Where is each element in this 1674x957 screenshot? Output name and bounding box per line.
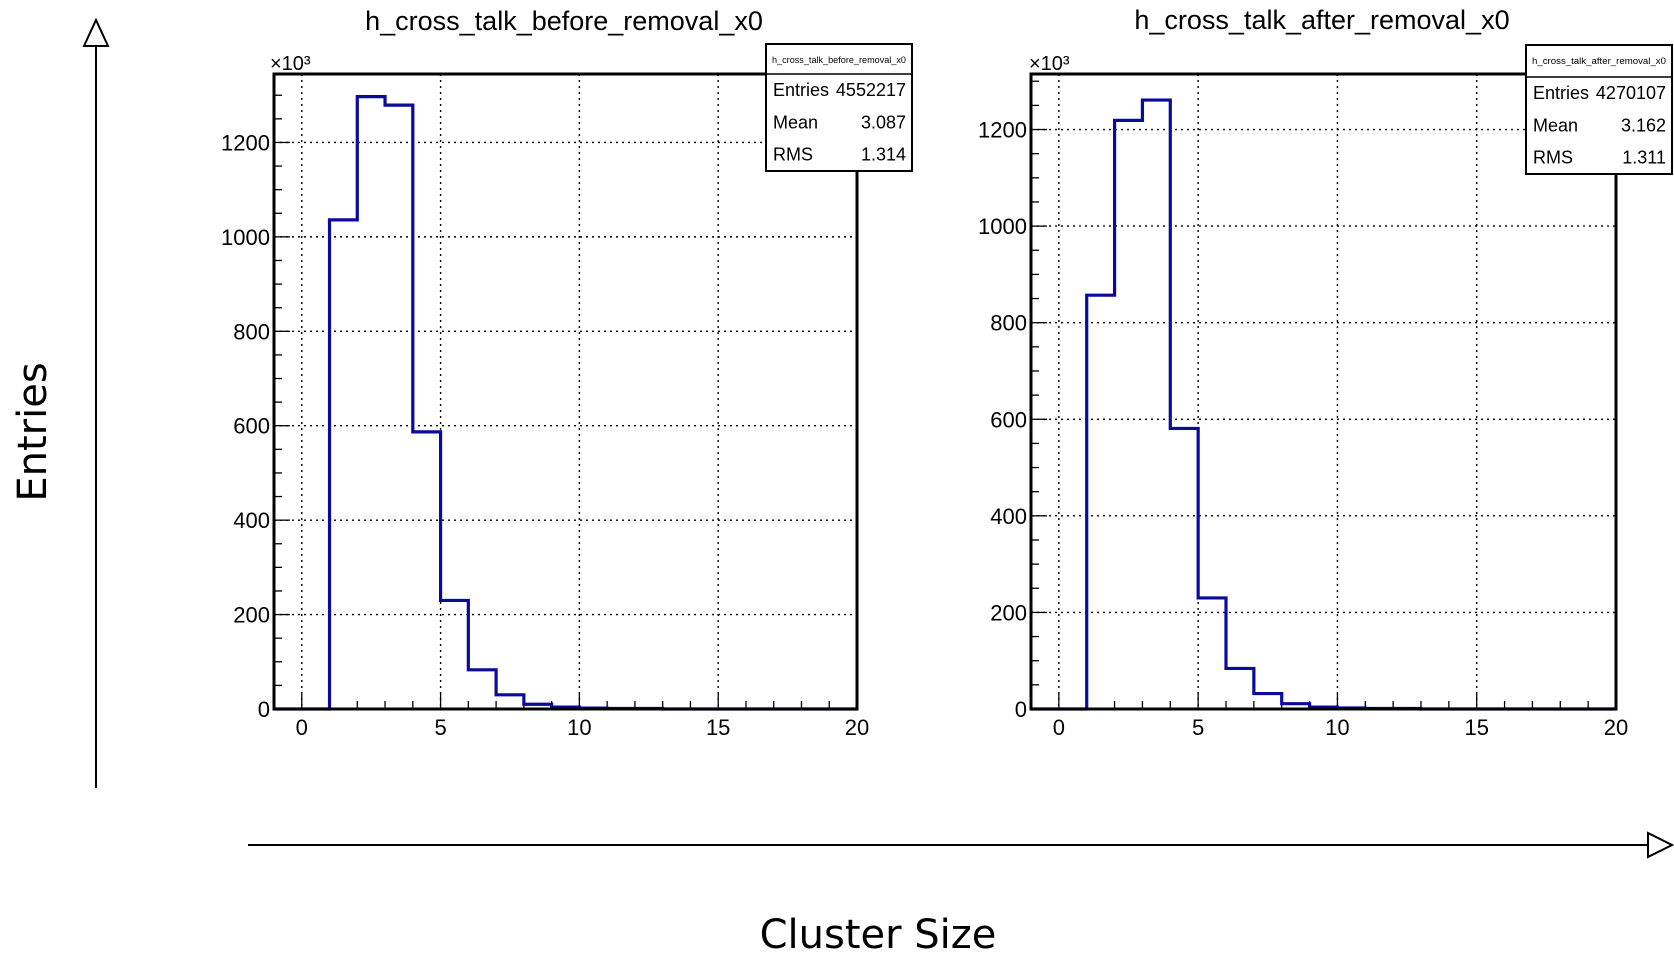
stats-box-frame [1525, 44, 1673, 175]
stats-label: Mean [773, 112, 818, 132]
plot-frame [272, 72, 859, 711]
x-axis-title: Cluster Size [760, 912, 997, 957]
stats-box-name: h_cross_talk_after_removal_x0 [1532, 56, 1666, 66]
x-tick-label: 20 [1604, 715, 1628, 740]
stats-label: RMS [773, 145, 813, 165]
stats-value: 3.087 [861, 112, 906, 132]
histogram-panel-before: h_cross_talk_before_removal_x0 ×10³ 0 5 10 15… [221, 6, 913, 740]
chart-title: h_cross_talk_after_removal_x0 [1134, 5, 1509, 35]
y-tick-label: 600 [990, 407, 1027, 432]
y-tick-label: 200 [990, 600, 1027, 625]
x-tick-label: 15 [1464, 715, 1488, 740]
y-tick-label: 800 [233, 319, 270, 344]
y-tick-label: 400 [233, 508, 270, 533]
y-tick-label: 800 [990, 311, 1027, 336]
histogram-panel-after: h_cross_talk_after_removal_x0 ×10³ 0 5 10 15 2… [978, 5, 1673, 740]
x-tick-label: 20 [845, 715, 869, 740]
stats-label: Entries [1533, 83, 1589, 103]
chart-title: h_cross_talk_before_removal_x0 [365, 6, 763, 36]
y-axis-arrow [82, 17, 110, 788]
y-tick-label: 400 [990, 504, 1027, 529]
stats-value: 4552217 [836, 80, 906, 100]
axis-multiplier: ×10³ [270, 53, 311, 75]
x-tick-label: 10 [567, 715, 591, 740]
x-axis-arrow [248, 831, 1674, 859]
stats-box-name: h_cross_talk_before_removal_x0 [772, 55, 906, 65]
stats-box-frame [765, 43, 913, 172]
x-tick-label: 5 [434, 715, 446, 740]
histogram-line [274, 95, 857, 711]
y-tick-label: 200 [233, 603, 270, 628]
x-tick-label: 0 [296, 715, 308, 740]
x-tick-label: 0 [1053, 715, 1065, 740]
stats-value: 1.311 [1622, 148, 1666, 168]
x-tick-label: 10 [1325, 715, 1349, 740]
x-tick-label: 5 [1192, 715, 1204, 740]
y-tick-label: 1200 [221, 130, 270, 155]
stats-box: h_cross_talk_before_removal_x0 Entries 455… [765, 43, 913, 172]
y-axis-title: Entries [10, 362, 56, 501]
y-tick-label: 1000 [221, 225, 270, 250]
y-tick-label: 1000 [978, 214, 1027, 239]
stats-value: 3.162 [1621, 115, 1666, 135]
stats-label: Mean [1533, 115, 1578, 135]
stats-box: h_cross_talk_after_removal_x0 Entries 4270… [1525, 44, 1673, 175]
plot-frame [1029, 72, 1618, 711]
stats-value: 4270107 [1596, 83, 1666, 103]
stats-label: Entries [773, 80, 829, 100]
y-tick-label: 0 [1015, 697, 1027, 722]
y-tick-label: 0 [258, 697, 270, 722]
y-tick-label: 600 [233, 414, 270, 439]
stats-label: RMS [1533, 148, 1573, 168]
stats-value: 1.314 [861, 145, 906, 165]
histogram-line [1031, 98, 1616, 711]
x-tick-label: 15 [706, 715, 730, 740]
axis-multiplier: ×10³ [1029, 53, 1070, 75]
y-tick-label: 1200 [978, 118, 1027, 143]
